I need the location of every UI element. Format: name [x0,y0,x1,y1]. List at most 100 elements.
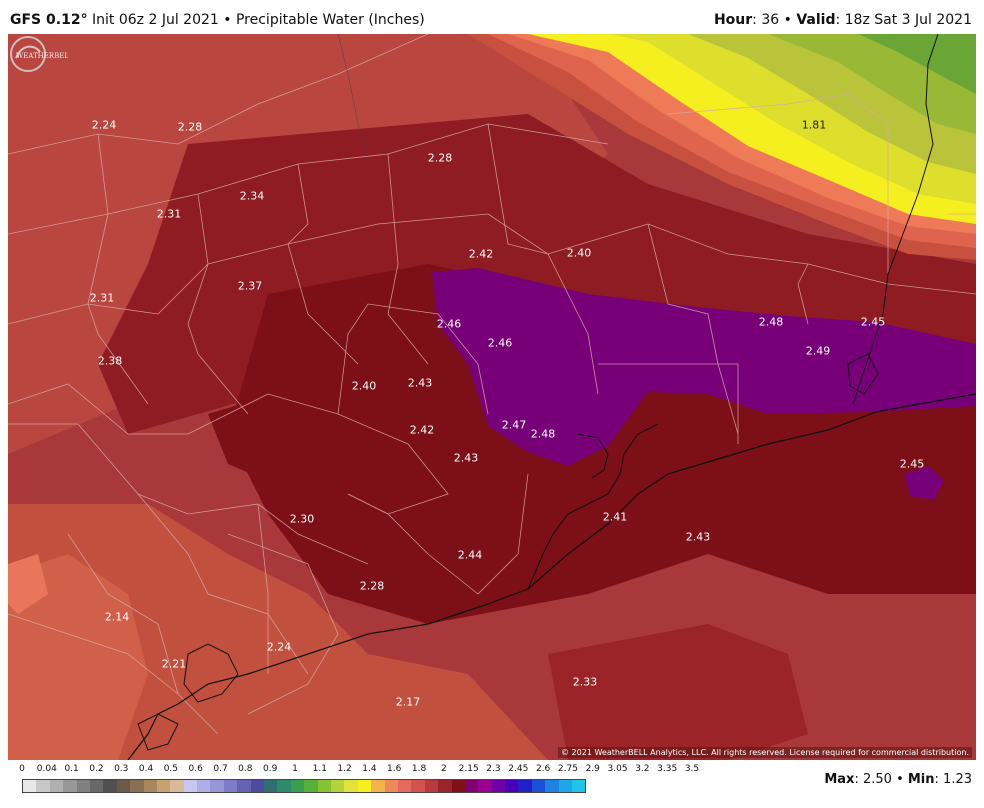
legend-tick-label: 0.3 [114,764,129,774]
value-label: 2.37 [237,279,263,293]
zone-hot-spot [8,554,48,614]
valid-time: Hour: 36 • Valid: 18z Sat 3 Jul 2021 [713,12,972,28]
zone-far-southwest [8,554,148,760]
legend-swatch [397,780,412,792]
product-name: Precipitable Water (Inches) [235,12,425,28]
legend-tick-label: 0.4 [138,764,154,774]
legend-tick-label: 1.4 [362,764,377,774]
legend-colorbar [22,779,587,793]
legend-swatch [237,780,251,792]
value-label: 2.28 [359,579,385,593]
legend-swatch [464,780,479,792]
lagoon-outline [183,643,239,703]
value-label: 2.47 [501,418,527,432]
legend-swatch [478,780,492,792]
legend-swatch [491,780,506,792]
legend-swatch [330,780,345,792]
legend-swatch [63,780,77,792]
max-value: 2.50 [862,772,892,787]
legend-swatch [89,780,104,792]
value-label: 2.31 [156,207,182,221]
valid-datetime: 18z Sat 3 Jul 2021 [844,12,972,28]
value-label: 2.40 [566,246,592,260]
legend-swatch [264,780,278,792]
legend-swatch [156,780,171,792]
legend-ticks: 0 0.04 0.1 0.2 0.3 0.4 0.5 0.6 0.7 0.8 0.9 1 1.1 1.2 1… [18,764,708,776]
zone-south-gulf [548,624,808,760]
legend-swatch [518,780,532,792]
weatherbell-logo: WEATHERBELL [10,36,68,72]
legend-swatch [558,780,573,792]
value-label: 2.24 [91,118,117,132]
legend-tick-label: 0.9 [262,764,278,774]
legend-tick-label: 2.3 [486,764,501,774]
legend-tick-label: 0.6 [188,764,203,774]
legend-tick-label: 3.2 [635,764,650,774]
value-label: 2.40 [351,379,377,393]
zone-southwest [8,504,548,760]
legend-swatch [103,780,117,792]
legend-swatch [143,780,157,792]
copyright-notice: © 2021 WeatherBELL Analytics, LLC. All r… [558,747,972,758]
map-canvas [8,34,976,760]
value-label: 2.48 [530,427,556,441]
legend-tick-label: 0.04 [36,764,57,774]
legend-swatch [197,780,211,792]
legend-swatch [76,780,90,792]
value-label: 1.81 [801,118,827,132]
legend-swatch [424,780,439,792]
river-line [337,34,369,155]
precip-water-map[interactable]: 2.24 2.28 2.28 2.34 2.31 2.37 2.42 2.40 … [8,34,976,760]
value-label: 2.33 [572,675,598,689]
county-boundaries [8,34,976,735]
legend-swatch [505,780,519,792]
bay-shoreline [527,423,659,590]
legend-swatch [290,780,305,792]
map-title: GFS 0.12° Init 06z 2 Jul 2021 • Precipit… [10,12,425,28]
value-label: 2.41 [602,510,628,524]
value-label: 2.44 [457,548,483,562]
legend-swatch [277,780,291,792]
lagoon-outline-2 [137,713,179,751]
legend-swatch [36,780,50,792]
init-time: Init 06z 2 Jul 2021 [92,12,219,28]
bay-inlet [577,433,609,479]
value-label: 2.42 [409,423,435,437]
legend-swatch [531,780,546,792]
model-name: GFS 0.12 [10,12,81,28]
lake-outline [847,353,879,395]
value-label: 2.43 [453,451,479,465]
legend-tick-label: 0.8 [238,764,253,774]
legend-tick-label: 2.45 [508,764,529,774]
legend-tick-label: 1.6 [387,764,402,774]
legend-tick-label: 3.5 [684,764,700,774]
value-label: 2.17 [395,695,421,709]
legend-swatch [572,780,586,792]
legend-swatch [438,780,452,792]
value-label: 2.46 [436,317,462,331]
max-min-readout: Max: 2.50 • Min: 1.23 [824,772,972,787]
legend-tick-label: 0 [19,764,25,774]
legend-swatch [183,780,198,792]
value-label: 2.45 [899,457,925,471]
value-label: 2.43 [407,376,433,390]
legend-swatch [371,780,385,792]
forecast-hour: 36 [761,12,780,28]
legend-swatch [357,780,372,792]
legend-swatch [250,780,265,792]
zone-core-west [208,384,338,494]
legend-swatch [451,780,465,792]
legend-swatch [411,780,425,792]
map-header: GFS 0.12° Init 06z 2 Jul 2021 • Precipit… [0,0,984,34]
legend-tick-label: 0.5 [163,764,179,774]
value-label: 2.31 [89,291,115,305]
legend-swatch [384,780,398,792]
legend-swatch [545,780,559,792]
min-value: 1.23 [943,772,972,787]
zone-max-spot [904,466,944,500]
legend-swatch [344,780,358,792]
legend-tick-label: 0.1 [64,764,79,774]
legend-swatch [223,780,238,792]
legend-swatch [130,780,144,792]
legend-tick-label: 1.1 [312,764,327,774]
